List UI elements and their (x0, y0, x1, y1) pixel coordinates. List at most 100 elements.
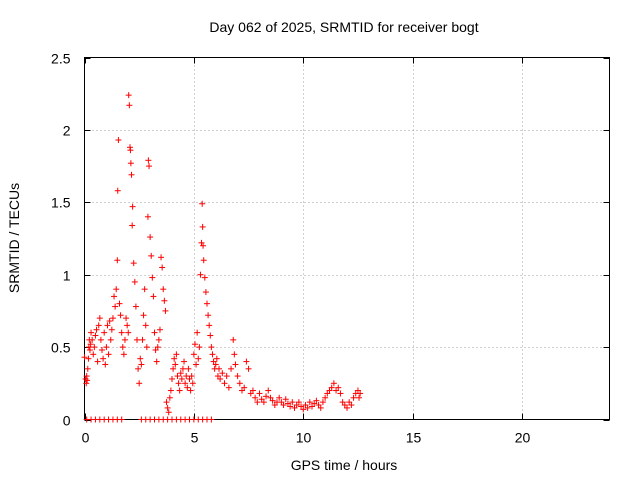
data-point (155, 336, 162, 343)
y-tick-label: 2.5 (51, 51, 71, 67)
data-point (105, 351, 112, 358)
data-point (147, 234, 154, 241)
data-point (252, 394, 259, 401)
data-point (91, 344, 98, 351)
data-point (177, 370, 184, 377)
data-point (149, 274, 156, 281)
chart-title: Day 062 of 2025, SRMTID for receiver bog… (209, 19, 478, 35)
x-axis-label: GPS time / hours (291, 457, 398, 473)
data-point (137, 355, 144, 362)
data-point (289, 399, 296, 406)
data-point (236, 380, 243, 387)
data-point (269, 397, 276, 404)
data-point (114, 257, 121, 264)
data-point (154, 344, 161, 351)
data-point (108, 326, 115, 333)
data-point (263, 393, 270, 400)
data-point (121, 336, 128, 343)
data-points (81, 92, 364, 423)
data-point (142, 322, 149, 329)
data-point (190, 351, 197, 358)
data-point (260, 399, 267, 406)
data-point (139, 336, 146, 343)
data-point (213, 355, 220, 362)
data-point (208, 344, 215, 351)
data-point (148, 252, 155, 259)
data-point (209, 351, 216, 358)
data-point (130, 260, 137, 267)
x-tick-label: 10 (296, 430, 312, 446)
data-point (225, 384, 232, 391)
data-point (205, 312, 212, 319)
data-point (175, 380, 182, 387)
data-point (106, 318, 113, 325)
data-point (232, 361, 239, 368)
data-point (146, 163, 153, 170)
data-point (102, 361, 109, 368)
data-point (204, 300, 210, 307)
data-point (113, 286, 120, 293)
data-point (151, 329, 158, 336)
data-point (184, 384, 191, 391)
data-point (201, 274, 208, 281)
data-point (132, 303, 139, 310)
data-point (322, 394, 329, 401)
data-point (119, 344, 126, 351)
data-point (95, 322, 102, 329)
data-point (125, 92, 132, 99)
data-point (212, 361, 219, 368)
data-point (85, 355, 92, 362)
data-point (221, 380, 228, 387)
data-point (317, 404, 324, 411)
data-point (265, 387, 272, 394)
data-point (216, 365, 223, 372)
data-point (200, 242, 207, 249)
data-point (295, 399, 302, 406)
data-point (187, 387, 194, 394)
data-point (182, 380, 189, 387)
data-point (87, 341, 94, 348)
data-point (206, 322, 213, 329)
data-point (150, 293, 157, 300)
y-tick-label: 0.5 (51, 340, 71, 356)
data-point (115, 137, 122, 144)
data-point (335, 384, 342, 391)
data-point (89, 336, 96, 343)
data-point (84, 377, 91, 384)
data-point (166, 394, 173, 401)
data-point (104, 322, 111, 329)
data-point (112, 303, 119, 310)
data-point (344, 404, 350, 411)
data-point (138, 361, 145, 368)
data-point (357, 390, 364, 397)
data-point (92, 332, 99, 339)
data-point (223, 373, 230, 380)
x-tick-label: 15 (406, 430, 422, 446)
data-point (120, 351, 127, 358)
data-point (173, 351, 180, 358)
data-point (178, 375, 185, 382)
data-point (127, 147, 134, 154)
data-point (88, 329, 95, 336)
data-point (164, 404, 171, 411)
data-point (136, 380, 143, 387)
data-point (109, 315, 116, 322)
y-axis-label: SRMTID / TECUs (6, 183, 22, 293)
data-point (86, 346, 93, 353)
data-point (96, 315, 103, 322)
data-point (145, 157, 152, 164)
data-point (208, 416, 215, 423)
data-point (129, 222, 136, 229)
data-point (124, 322, 131, 329)
data-point (131, 278, 138, 285)
data-point (196, 344, 203, 351)
data-point (144, 213, 151, 220)
axis-ticks (84, 57, 610, 421)
data-point (163, 399, 170, 406)
data-point (280, 402, 287, 409)
data-point (337, 390, 344, 397)
data-point (134, 336, 140, 343)
y-tick-label: 0 (63, 413, 71, 429)
data-point (319, 399, 326, 406)
data-point (313, 397, 320, 404)
